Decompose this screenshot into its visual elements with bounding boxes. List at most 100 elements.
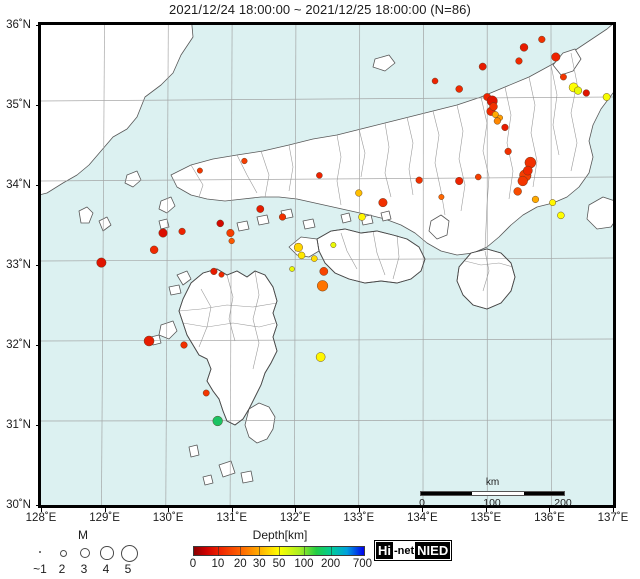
y-tick-mark [36, 505, 41, 506]
epicenter-marker[interactable] [415, 176, 423, 184]
epicenter-marker[interactable] [557, 211, 565, 220]
magnitude-legend: M ~1 2 3 4 5 [28, 528, 138, 578]
epicenter-marker[interactable] [501, 123, 509, 131]
scale-bar-track [420, 491, 565, 496]
epicenter-marker[interactable] [574, 86, 583, 95]
depth-label-30: 30 [252, 558, 266, 570]
epicenter-marker[interactable] [316, 172, 323, 179]
epicenter-marker[interactable] [560, 73, 567, 81]
epicenter-marker[interactable] [489, 102, 498, 111]
epicenter-marker[interactable] [515, 57, 523, 65]
epicenter-marker[interactable] [256, 205, 265, 213]
epicenter-marker[interactable] [210, 267, 218, 275]
y-tick-mark [36, 425, 41, 426]
y-tick-label-32N: 32˚N [6, 339, 31, 351]
epicenter-marker[interactable] [582, 89, 590, 97]
epicenter-marker[interactable] [241, 157, 248, 165]
epicenter-marker[interactable] [316, 280, 329, 292]
epicenter-marker[interactable] [228, 237, 235, 245]
epicenter-marker[interactable] [202, 389, 210, 397]
x-tick-mark [231, 507, 233, 512]
epicenter-marker[interactable] [519, 43, 529, 52]
epicenter-marker[interactable] [218, 271, 225, 278]
y-tick-label-30N: 30˚N [6, 499, 31, 511]
epicenter-marker[interactable] [178, 227, 186, 235]
epicenter-marker[interactable] [551, 52, 561, 62]
y-tick-label-34N: 34˚N [6, 179, 31, 191]
hinet-nied-logo: Hi -net NIED [374, 540, 453, 561]
x-tick-mark [422, 507, 424, 512]
epicenter-marker[interactable] [330, 242, 337, 248]
epicenter-marker[interactable] [278, 213, 287, 221]
x-tick-label-128E: 128˚E [25, 512, 57, 524]
epicenter-marker[interactable] [517, 175, 528, 187]
magnitude-label-5: 5 [124, 562, 132, 576]
epicenter-marker[interactable] [475, 173, 482, 181]
depth-tick [303, 546, 305, 556]
epicenter-marker[interactable] [96, 257, 107, 268]
x-tick-label-134E: 134˚E [406, 512, 438, 524]
y-tick-mark [36, 345, 41, 346]
epicenter-marker[interactable] [143, 335, 155, 347]
y-tick-label-36N: 36˚N [6, 19, 31, 31]
epicenter-marker[interactable] [504, 147, 512, 155]
depth-label-700: 700 [352, 558, 372, 570]
map-svg [41, 25, 613, 505]
depth-tick [330, 546, 332, 556]
epicenter-marker[interactable] [455, 176, 464, 186]
epicenter-marker[interactable] [523, 165, 533, 176]
logo-net-text: -net [393, 542, 416, 559]
depth-label-50: 50 [272, 558, 286, 570]
y-tick-label-35N: 35˚N [6, 99, 31, 111]
epicenter-marker[interactable] [478, 62, 487, 71]
epicenter-marker[interactable] [311, 255, 318, 262]
epicenter-marker[interactable] [289, 266, 295, 272]
epicenter-marker[interactable] [297, 251, 306, 260]
magnitude-legend-title: M [78, 528, 88, 542]
epicenter-marker[interactable] [493, 117, 501, 125]
x-tick-label-136E: 136˚E [534, 512, 565, 524]
magnitude-label-2: 2 [58, 562, 66, 576]
epicenter-marker[interactable] [513, 187, 522, 196]
logo-nied-text: NIED [415, 542, 451, 559]
epicenter-marker[interactable] [455, 85, 463, 93]
scale-tick-200: 200 [554, 497, 572, 509]
scale-bar: km 0 100 200 [419, 477, 572, 509]
x-tick-mark [41, 507, 42, 512]
depth-tick [279, 546, 280, 556]
epicenter-marker[interactable] [315, 352, 326, 362]
epicenter-marker[interactable] [492, 111, 499, 118]
x-tick-mark [104, 507, 106, 512]
epicenter-marker[interactable] [158, 228, 168, 238]
depth-label-100: 100 [294, 558, 314, 570]
epicenter-marker[interactable] [293, 242, 303, 252]
x-tick-label-131E: 131˚E [216, 512, 247, 524]
x-tick-mark [168, 507, 170, 512]
magnitude-symbol-2 [59, 549, 67, 557]
epicenter-marker[interactable] [538, 35, 546, 43]
epicenter-marker[interactable] [212, 415, 223, 427]
depth-tick [240, 546, 242, 556]
epicenter-marker[interactable] [196, 167, 203, 174]
epicenter-marker[interactable] [438, 194, 445, 200]
magnitude-label-4: 4 [102, 562, 110, 576]
y-tick-mark [36, 265, 41, 266]
magnitude-label-3: 3 [80, 562, 88, 576]
depth-tick [217, 546, 219, 556]
epicenter-marker[interactable] [216, 219, 224, 228]
seismic-map[interactable] [38, 22, 616, 508]
epicenter-marker[interactable] [180, 341, 188, 349]
epicenter-marker[interactable] [358, 213, 366, 221]
depth-colorbar-ticks [190, 546, 370, 556]
epicenter-marker[interactable] [226, 228, 235, 238]
epicenter-marker[interactable] [355, 189, 363, 197]
logo-hi-text: Hi [376, 542, 393, 559]
epicenter-marker[interactable] [319, 267, 329, 276]
epicenter-marker[interactable] [378, 198, 388, 208]
epicenter-marker[interactable] [602, 93, 611, 101]
epicenter-marker[interactable] [149, 245, 159, 254]
epicenter-marker[interactable] [531, 195, 540, 203]
depth-label-20: 20 [233, 558, 247, 570]
epicenter-marker[interactable] [431, 77, 439, 85]
epicenter-marker[interactable] [549, 199, 557, 206]
